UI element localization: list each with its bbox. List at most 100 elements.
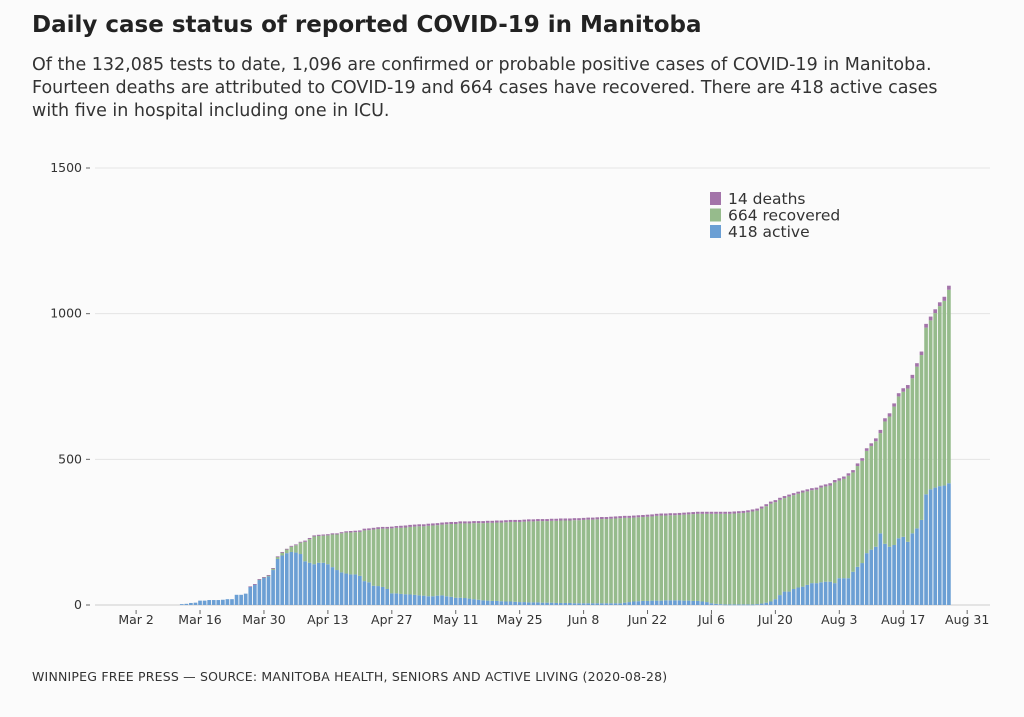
x-tick-label: May 25: [497, 612, 543, 627]
bar-active: [663, 600, 668, 605]
bar-deaths: [764, 504, 769, 507]
bar-deaths: [869, 443, 874, 446]
bar-active: [595, 603, 600, 605]
bar-active: [773, 599, 778, 605]
bar-recovered: [408, 526, 412, 595]
bar-recovered: [883, 421, 887, 544]
bar-active: [421, 595, 426, 605]
bar-deaths: [522, 519, 527, 522]
bar-recovered: [700, 513, 705, 602]
bar-recovered: [805, 491, 810, 585]
bar-deaths: [837, 478, 842, 481]
bar-active: [654, 600, 659, 605]
bar-recovered: [266, 575, 271, 577]
bar-recovered: [874, 441, 878, 547]
bar-deaths: [901, 388, 906, 392]
bar-deaths: [412, 524, 417, 527]
bar-recovered: [485, 522, 490, 601]
bar-recovered: [759, 508, 764, 604]
bar-deaths: [718, 511, 723, 514]
bar-recovered: [303, 541, 307, 562]
bar-recovered: [924, 327, 928, 495]
bar-deaths: [627, 515, 632, 518]
bar-active: [348, 574, 353, 605]
bar-active: [622, 602, 627, 605]
bar-recovered: [536, 521, 540, 603]
bar-recovered: [371, 529, 376, 586]
bar-deaths: [595, 517, 600, 520]
legend-swatch: [710, 225, 721, 238]
bar-active: [791, 588, 796, 605]
bar-active: [673, 600, 677, 605]
bar-recovered: [609, 518, 613, 604]
bar-deaths: [937, 302, 942, 307]
bar-recovered: [869, 445, 874, 550]
bar-active: [563, 602, 568, 605]
bar-deaths: [326, 534, 330, 536]
bar-deaths: [376, 527, 380, 529]
bar-active: [686, 600, 691, 605]
bar-active: [896, 538, 901, 605]
bar-active: [371, 585, 376, 605]
bar-active: [453, 597, 458, 605]
bar-deaths: [590, 517, 595, 520]
bar-recovered: [289, 546, 294, 552]
bar-recovered: [600, 519, 604, 604]
bar-recovered: [746, 512, 750, 605]
bar-recovered: [823, 486, 828, 582]
bar-recovered: [673, 515, 677, 601]
bar-active: [928, 489, 933, 605]
bar-recovered: [814, 489, 819, 584]
bar-recovered: [668, 515, 673, 601]
bar-recovered: [737, 513, 741, 605]
bar-active: [426, 596, 431, 605]
bar-deaths: [919, 351, 924, 356]
bar-recovered: [490, 522, 495, 601]
bar-active: [768, 601, 773, 605]
bar-deaths: [467, 521, 472, 524]
bar-active: [627, 602, 632, 605]
legend-label: 664 recovered: [728, 207, 840, 225]
bar-deaths: [773, 500, 778, 503]
bar-recovered: [942, 300, 947, 486]
bar-deaths: [307, 537, 312, 540]
bar-active: [645, 600, 650, 605]
bar-active: [513, 601, 517, 605]
bar-recovered: [435, 525, 440, 596]
bar-active: [540, 602, 545, 605]
bar-recovered: [832, 482, 837, 584]
bar-deaths: [358, 530, 362, 532]
bar-active: [714, 603, 718, 605]
bar-recovered: [586, 519, 590, 604]
bar-deaths: [892, 403, 896, 407]
bar-active: [709, 603, 714, 605]
bar-active: [842, 578, 846, 605]
bar-active: [787, 591, 791, 605]
bar-recovered: [773, 502, 778, 600]
bar-deaths: [316, 534, 321, 536]
bar-deaths: [654, 513, 659, 516]
bar-recovered: [641, 517, 645, 601]
bar-deaths: [673, 513, 677, 516]
bar-recovered: [298, 542, 303, 555]
bar-active: [193, 602, 198, 605]
bar-active: [590, 603, 595, 605]
bar-deaths: [828, 483, 833, 486]
bar-recovered: [339, 533, 344, 573]
bar-active: [737, 604, 741, 606]
bar-active: [677, 600, 682, 605]
bar-deaths: [531, 519, 536, 522]
bar-active: [924, 494, 928, 605]
bar-recovered: [705, 513, 709, 603]
bar-active: [778, 595, 782, 605]
bar-deaths: [782, 496, 787, 499]
bar-active: [472, 599, 476, 605]
bar-active: [814, 583, 819, 605]
bar-active: [819, 582, 823, 605]
bar-recovered: [417, 526, 422, 596]
bar-deaths: [312, 535, 317, 537]
bar-active: [289, 551, 294, 605]
bar-active: [764, 602, 769, 605]
bar-deaths: [252, 584, 257, 585]
bar-deaths: [298, 541, 303, 543]
